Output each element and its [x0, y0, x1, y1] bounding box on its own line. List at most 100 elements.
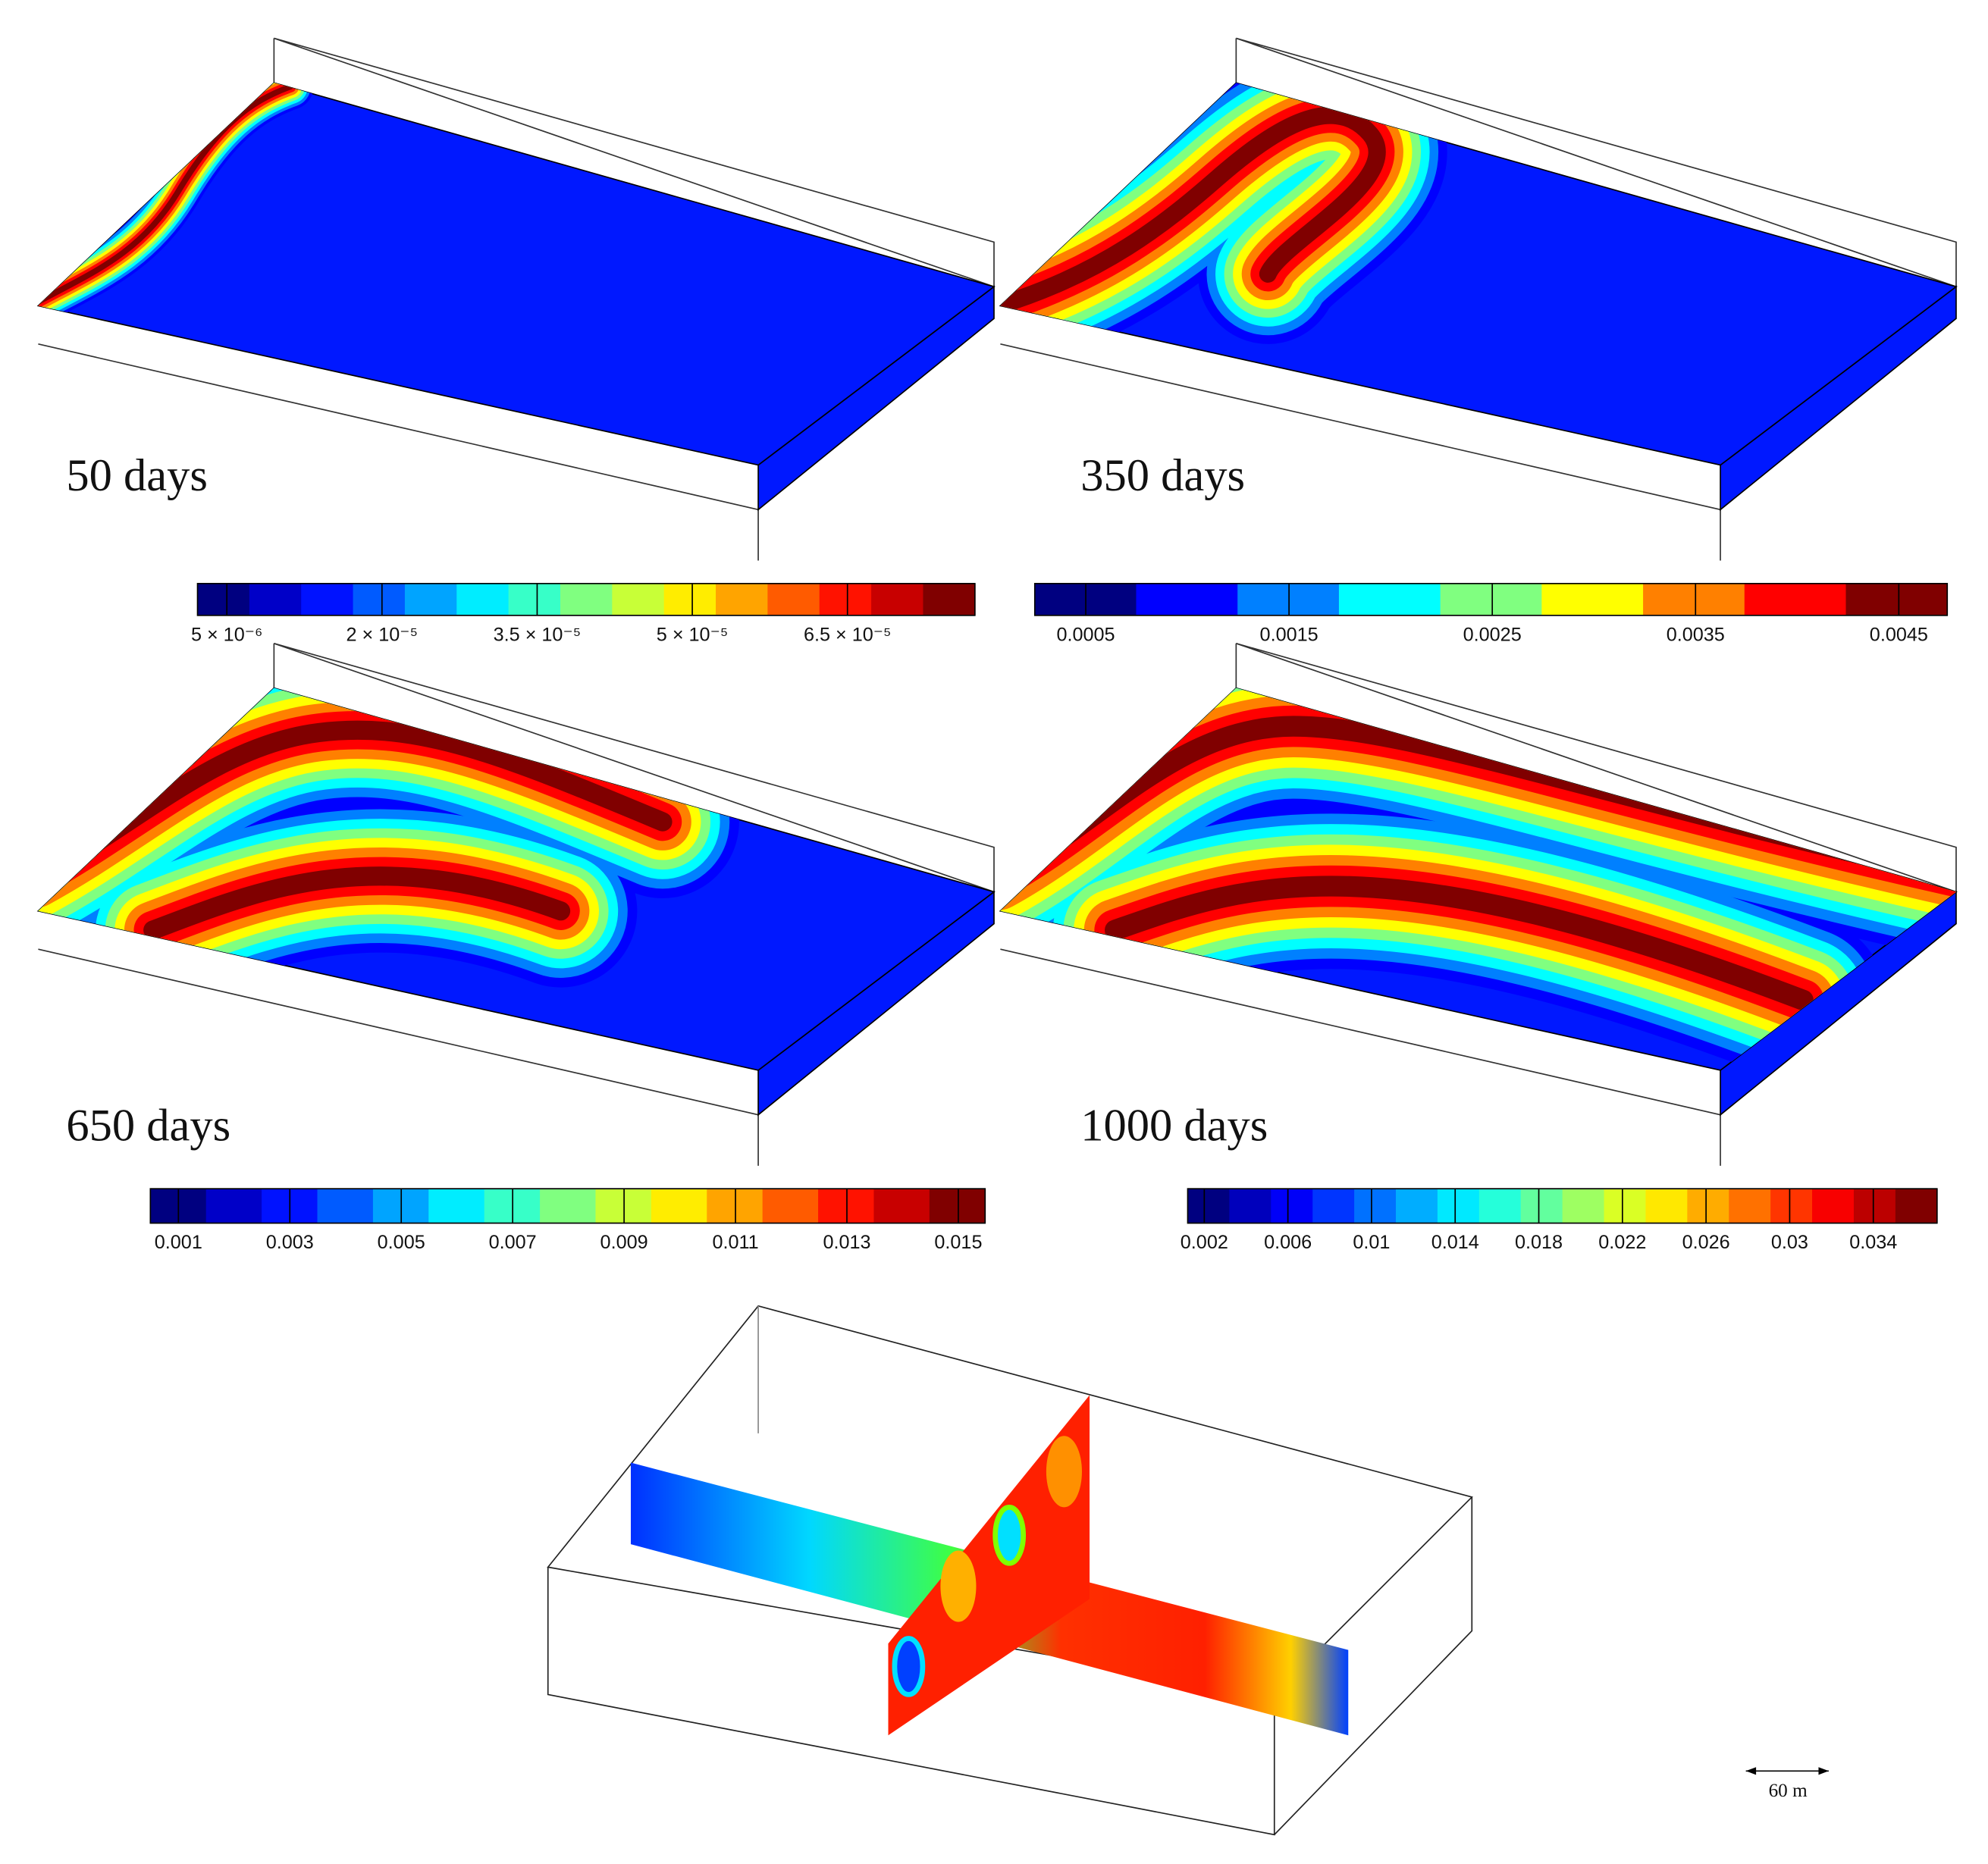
- colorbar-swatch: [1770, 1189, 1813, 1223]
- box-frame: [1236, 37, 1957, 288]
- simulation-panel: [36, 642, 996, 1166]
- plume-core: [940, 1550, 977, 1622]
- colorbar-swatch: [1604, 1189, 1647, 1223]
- colorbar-swatch: [1643, 583, 1745, 616]
- colorbar-swatch: [612, 583, 665, 616]
- colorbar-frame: [196, 582, 976, 616]
- colorbar-frame: [149, 1188, 986, 1224]
- colorbar-swatch: [540, 1189, 597, 1223]
- colorbar-swatch: [1440, 583, 1543, 616]
- colorbar-tick-label: 2 × 10⁻⁵: [346, 624, 419, 645]
- colorbar-swatch: [205, 1189, 262, 1223]
- colorbar-swatch: [1312, 1189, 1355, 1223]
- colorbar-swatch: [249, 583, 303, 616]
- colorbar-swatch: [651, 1189, 708, 1223]
- colorbar-tick-label: 0.01: [1353, 1232, 1390, 1253]
- colorbar-tick-label: 0.013: [823, 1232, 870, 1253]
- colorbar-tick-label: 0.022: [1598, 1232, 1646, 1253]
- plume-core: [1046, 1436, 1082, 1508]
- colorbar-tick-label: 0.03: [1771, 1232, 1808, 1253]
- colorbar-tick-label: 5 × 10⁻⁵: [657, 624, 729, 645]
- plume-core: [892, 1636, 926, 1697]
- colorbar-tick-label: 0.018: [1515, 1232, 1563, 1253]
- colorbar-swatch: [1687, 1189, 1730, 1223]
- colorbar-swatch: [1136, 583, 1239, 616]
- cross-slice: [888, 1395, 1090, 1736]
- colorbar-swatch: [762, 1189, 819, 1223]
- slice-view: [547, 1305, 1829, 1836]
- colorbar-swatch: [1729, 1189, 1771, 1223]
- colorbar-swatch: [1478, 1189, 1522, 1223]
- colorbar-swatch: [929, 1189, 986, 1223]
- colorbar-swatch: [508, 583, 561, 616]
- plume: [38, 688, 739, 1007]
- colorbar-swatch: [456, 583, 510, 616]
- colorbar-swatch: [1812, 1189, 1855, 1223]
- colorbar-swatch: [1562, 1189, 1605, 1223]
- colorbar-swatch: [1520, 1189, 1563, 1223]
- scale-bar-label: 60 m: [1769, 1781, 1808, 1801]
- colorbar-swatch: [1396, 1189, 1438, 1223]
- simulation-panel: [999, 642, 1958, 1166]
- simulation-panel: [999, 37, 1958, 561]
- colorbar-swatch: [1645, 1189, 1689, 1223]
- colorbar-swatch: [197, 583, 250, 616]
- colorbar-swatch: [1845, 583, 1949, 616]
- colorbar-swatch: [1354, 1189, 1397, 1223]
- colorbar-swatch: [819, 583, 872, 616]
- contour-band: [1105, 876, 1814, 1011]
- colorbar-tick-label: 0.034: [1849, 1232, 1897, 1253]
- colorbar-tick-label: 0.007: [489, 1232, 537, 1253]
- colorbar-tick-label: 0.005: [378, 1232, 425, 1253]
- colorbar-tick-label: 0.014: [1431, 1232, 1479, 1253]
- box-front: [547, 1567, 1275, 1836]
- colorbar-tick-label: 0.0025: [1463, 624, 1522, 645]
- panel-label: 650 days: [66, 1100, 230, 1151]
- colorbar-swatch: [428, 1189, 485, 1223]
- colorbar-tick-label: 3.5 × 10⁻⁵: [494, 624, 582, 645]
- plume: [38, 83, 314, 327]
- colorbar-swatch: [1187, 1189, 1231, 1223]
- colorbar-tick-label: 6.5 × 10⁻⁵: [804, 624, 892, 645]
- box-frame: [274, 642, 995, 893]
- colorbar-tick-label: 0.0035: [1667, 624, 1725, 645]
- colorbar-tick-label: 5 × 10⁻⁶: [191, 624, 262, 645]
- colorbar-swatch: [1853, 1189, 1896, 1223]
- simulation-panel: [36, 37, 996, 561]
- plume-core: [992, 1505, 1027, 1566]
- box-frame: [1236, 642, 1957, 893]
- colorbar-swatch: [1271, 1189, 1314, 1223]
- colorbar-swatch: [1895, 1189, 1938, 1223]
- colorbar-frame: [1033, 582, 1949, 616]
- colorbar-tick-label: 0.0015: [1260, 624, 1319, 645]
- colorbar-swatch: [1437, 1189, 1480, 1223]
- colorbar-tick-label: 0.006: [1264, 1232, 1312, 1253]
- colorbar-swatch: [663, 583, 716, 616]
- colorbar-swatch: [923, 583, 976, 616]
- colorbar-swatch: [317, 1189, 374, 1223]
- panel-label: 350 days: [1080, 450, 1245, 501]
- colorbar-swatch: [716, 583, 769, 616]
- colorbar-swatch: [873, 1189, 930, 1223]
- colorbar-tick-label: 0.026: [1682, 1232, 1730, 1253]
- contour-band: [1000, 106, 1386, 315]
- colorbar-swatch: [404, 583, 458, 616]
- colorbar-swatch: [1229, 1189, 1272, 1223]
- panel-label: 50 days: [66, 450, 208, 501]
- scale-arrow: [1745, 1767, 1757, 1775]
- colorbar-swatch: [1744, 583, 1847, 616]
- colorbar-frame: [1187, 1188, 1938, 1224]
- colorbar-swatch: [353, 583, 406, 616]
- colorbar-swatch: [767, 583, 820, 616]
- box-side: [1274, 1496, 1473, 1835]
- contour-band: [143, 866, 571, 940]
- colorbar-tick-label: 0.002: [1181, 1232, 1228, 1253]
- colorbar-swatch: [560, 583, 613, 616]
- plume: [1000, 83, 1447, 376]
- colorbar-swatch: [871, 583, 924, 616]
- colorbar-tick-label: 0.009: [600, 1232, 648, 1253]
- plume: [1000, 688, 1956, 1070]
- colorbar-tick-label: 0.0045: [1870, 624, 1928, 645]
- colorbar-swatch: [1338, 583, 1441, 616]
